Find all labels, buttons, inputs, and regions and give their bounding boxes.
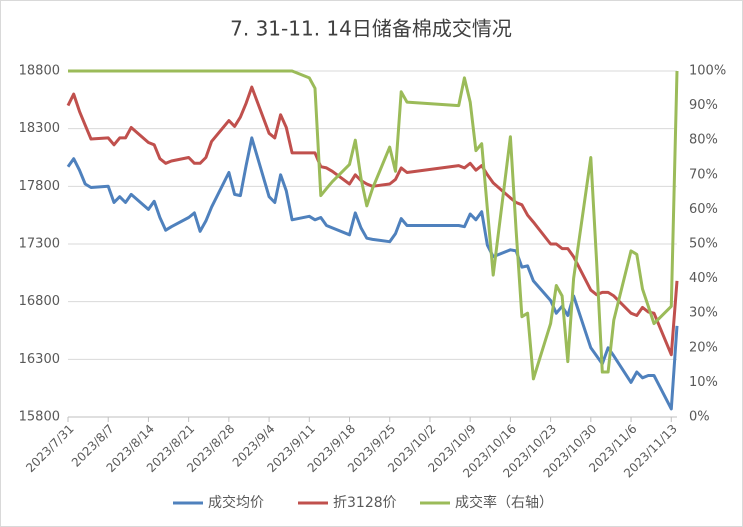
y2-tick-label: 100% bbox=[689, 64, 726, 79]
y-tick-label: 17300 bbox=[19, 237, 60, 252]
legend-label: 折3128价 bbox=[333, 495, 397, 511]
y-tick-label: 15800 bbox=[19, 410, 60, 425]
y2-tick-label: 40% bbox=[689, 271, 718, 286]
y-tick-label: 18800 bbox=[19, 64, 60, 79]
legend-label: 成交率（右轴） bbox=[455, 494, 553, 511]
legend-label: 成交均价 bbox=[208, 494, 264, 511]
chart-title: 7. 31-11. 14日储备棉成交情况 bbox=[230, 17, 512, 41]
y-tick-label: 17800 bbox=[19, 179, 60, 194]
y2-tick-label: 50% bbox=[689, 237, 718, 252]
y2-tick-label: 90% bbox=[689, 98, 718, 113]
y2-tick-label: 80% bbox=[689, 133, 718, 148]
y2-tick-label: 0% bbox=[689, 410, 710, 425]
y2-tick-label: 20% bbox=[689, 340, 718, 355]
series-line bbox=[66, 85, 679, 357]
y2-tick-label: 10% bbox=[689, 375, 718, 390]
series-line bbox=[68, 69, 679, 381]
y2-tick-label: 30% bbox=[689, 306, 718, 321]
y2-tick-label: 60% bbox=[689, 202, 718, 217]
y2-tick-label: 70% bbox=[689, 167, 718, 182]
y-tick-label: 16800 bbox=[19, 294, 60, 309]
y-tick-label: 18300 bbox=[19, 121, 60, 136]
y-tick-label: 16300 bbox=[19, 352, 60, 367]
